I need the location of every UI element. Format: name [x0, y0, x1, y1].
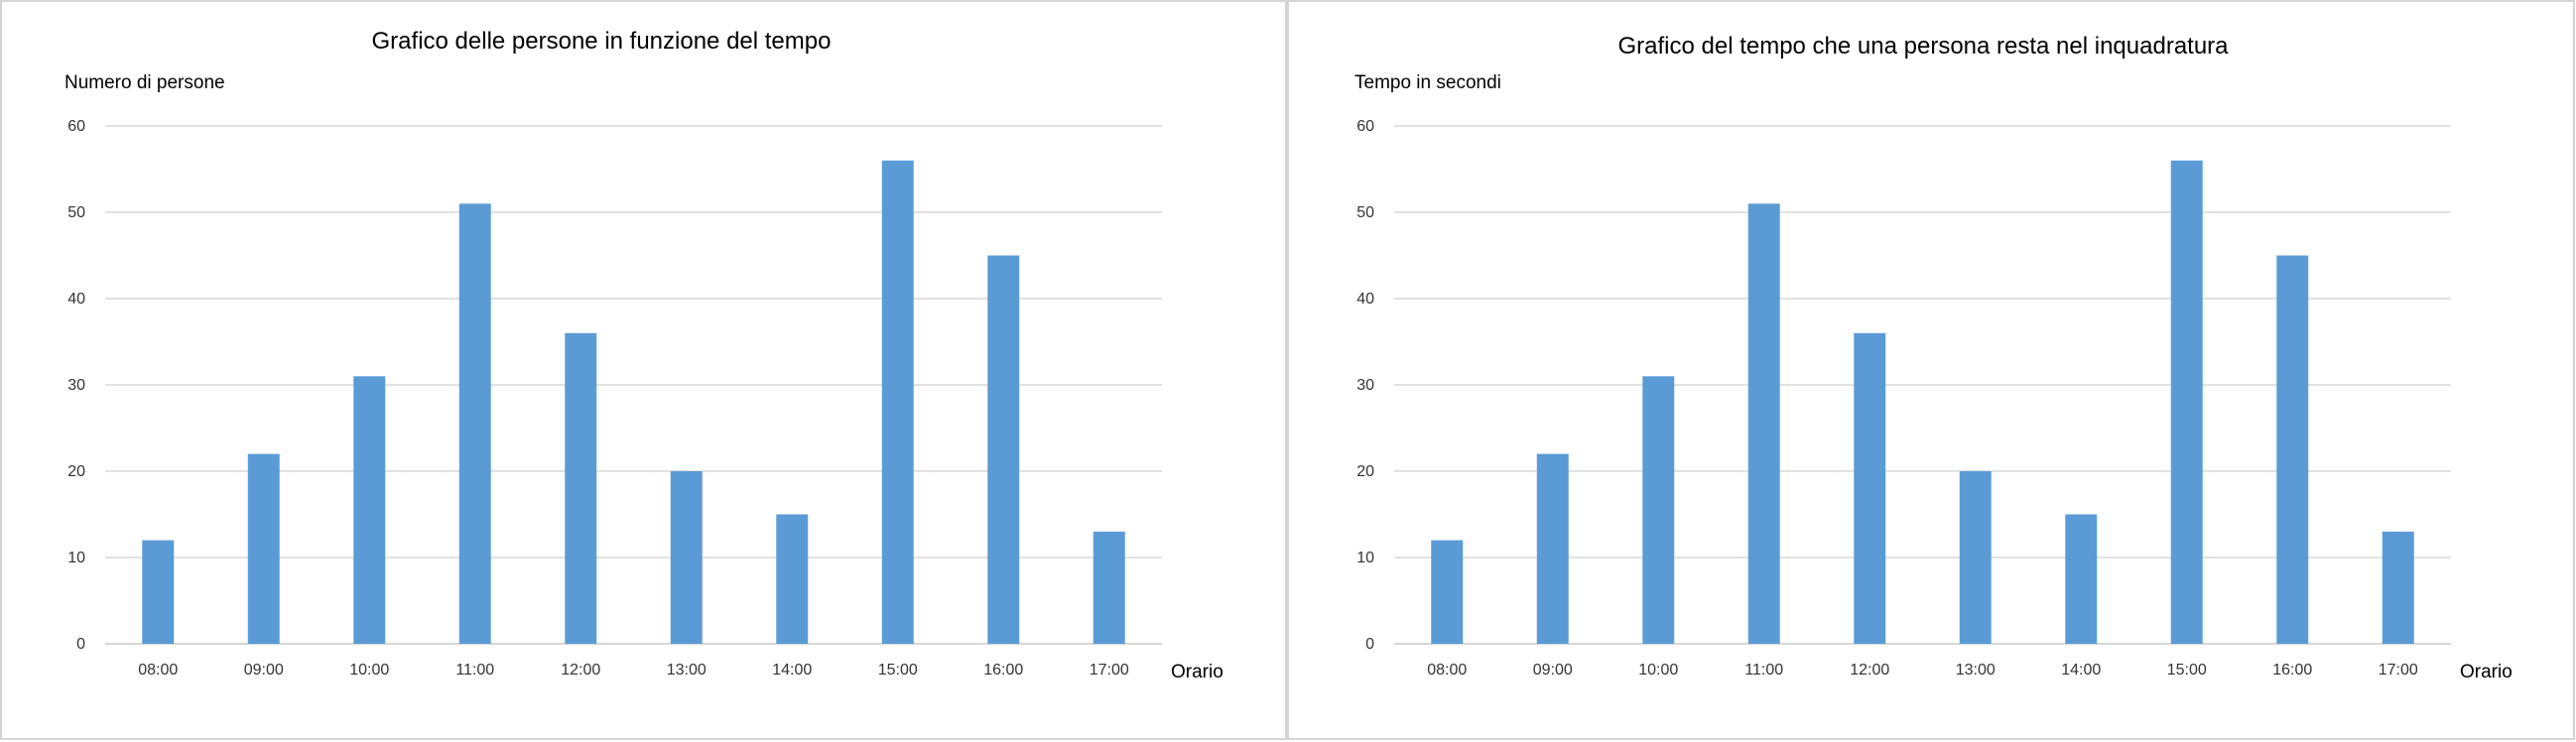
chart-time-in-frame: Grafico del tempo che una persona resta … — [1354, 33, 2512, 682]
bar — [2170, 160, 2203, 645]
y-axis-label: Numero di persone — [64, 72, 225, 93]
x-tick-label: 15:00 — [878, 662, 918, 679]
y-tick-label: 20 — [67, 463, 85, 480]
bar — [1642, 376, 1675, 644]
x-tick-label: 15:00 — [2167, 662, 2207, 679]
x-tick-label: 17:00 — [1090, 662, 1129, 679]
bar — [1431, 540, 1464, 644]
chart-title: Grafico del tempo che una persona resta … — [1617, 33, 2229, 60]
y-tick-label: 20 — [1356, 463, 1374, 480]
x-tick-labels: 08:00 09:00 10:00 11:00 12:00 13:00 14:00 15:00… — [138, 662, 1129, 679]
y-tick-label: 50 — [1356, 204, 1374, 221]
bar — [2276, 255, 2309, 644]
x-tick-label: 12:00 — [561, 662, 600, 679]
bars — [1431, 160, 2414, 645]
y-tick-label: 60 — [1356, 118, 1374, 135]
chart-panel-right — [1287, 0, 2575, 740]
gridlines — [1394, 125, 2451, 645]
x-tick-label: 10:00 — [1638, 662, 1678, 679]
x-tick-label: 17:00 — [2379, 662, 2418, 679]
y-tick-label: 10 — [1356, 550, 1374, 566]
x-tick-label: 09:00 — [1533, 662, 1573, 679]
x-tick-label: 13:00 — [667, 662, 707, 679]
x-tick-label: 09:00 — [244, 662, 284, 679]
gridlines — [105, 125, 1162, 645]
x-tick-label: 14:00 — [772, 662, 812, 679]
bar — [1854, 332, 1886, 644]
x-tick-label: 11:00 — [1744, 662, 1783, 679]
bar — [458, 203, 491, 645]
x-tick-label: 08:00 — [1427, 662, 1467, 679]
x-axis-label: Orario — [2460, 662, 2512, 682]
chart-title: Grafico delle persone in funzione del te… — [372, 28, 832, 55]
bar — [987, 255, 1020, 644]
y-tick-label: 0 — [1365, 636, 1374, 653]
bar — [353, 376, 386, 644]
x-tick-label: 10:00 — [349, 662, 389, 679]
x-tick-label: 16:00 — [983, 662, 1023, 679]
bar — [670, 471, 703, 644]
bars — [142, 160, 1125, 645]
y-axis-label: Tempo in secondi — [1354, 72, 1501, 93]
bar — [142, 540, 175, 644]
chart-panel-left — [0, 0, 1287, 740]
bar — [565, 332, 597, 644]
y-tick-label: 60 — [67, 118, 85, 135]
y-tick-label: 0 — [76, 636, 85, 653]
x-tick-label: 08:00 — [138, 662, 178, 679]
y-tick-label: 40 — [1356, 291, 1374, 308]
y-tick-label: 10 — [67, 550, 85, 566]
x-tick-label: 14:00 — [2061, 662, 2101, 679]
y-tick-labels: 0 10 20 30 40 50 60 — [1356, 118, 1374, 653]
bar — [1093, 531, 1125, 644]
bar — [1536, 453, 1569, 644]
bar — [1959, 471, 1992, 644]
x-axis-label: Orario — [1171, 662, 1224, 682]
x-tick-label: 12:00 — [1850, 662, 1889, 679]
bar — [776, 514, 809, 644]
y-tick-label: 40 — [67, 291, 85, 308]
bar — [2065, 514, 2098, 644]
y-tick-label: 30 — [67, 377, 85, 394]
y-tick-labels: 0 10 20 30 40 50 60 — [67, 118, 85, 653]
x-tick-label: 13:00 — [1956, 662, 1996, 679]
bar — [2382, 531, 2414, 644]
y-tick-label: 30 — [1356, 377, 1374, 394]
y-tick-label: 50 — [67, 204, 85, 221]
bar — [1747, 203, 1780, 645]
x-tick-label: 11:00 — [455, 662, 494, 679]
x-tick-labels: 08:00 09:00 10:00 11:00 12:00 13:00 14:00 15:00… — [1427, 662, 2418, 679]
x-tick-label: 16:00 — [2272, 662, 2312, 679]
chart-people-over-time: Grafico delle persone in funzione del te… — [64, 28, 1224, 682]
bar — [247, 453, 280, 644]
bar — [881, 160, 914, 645]
